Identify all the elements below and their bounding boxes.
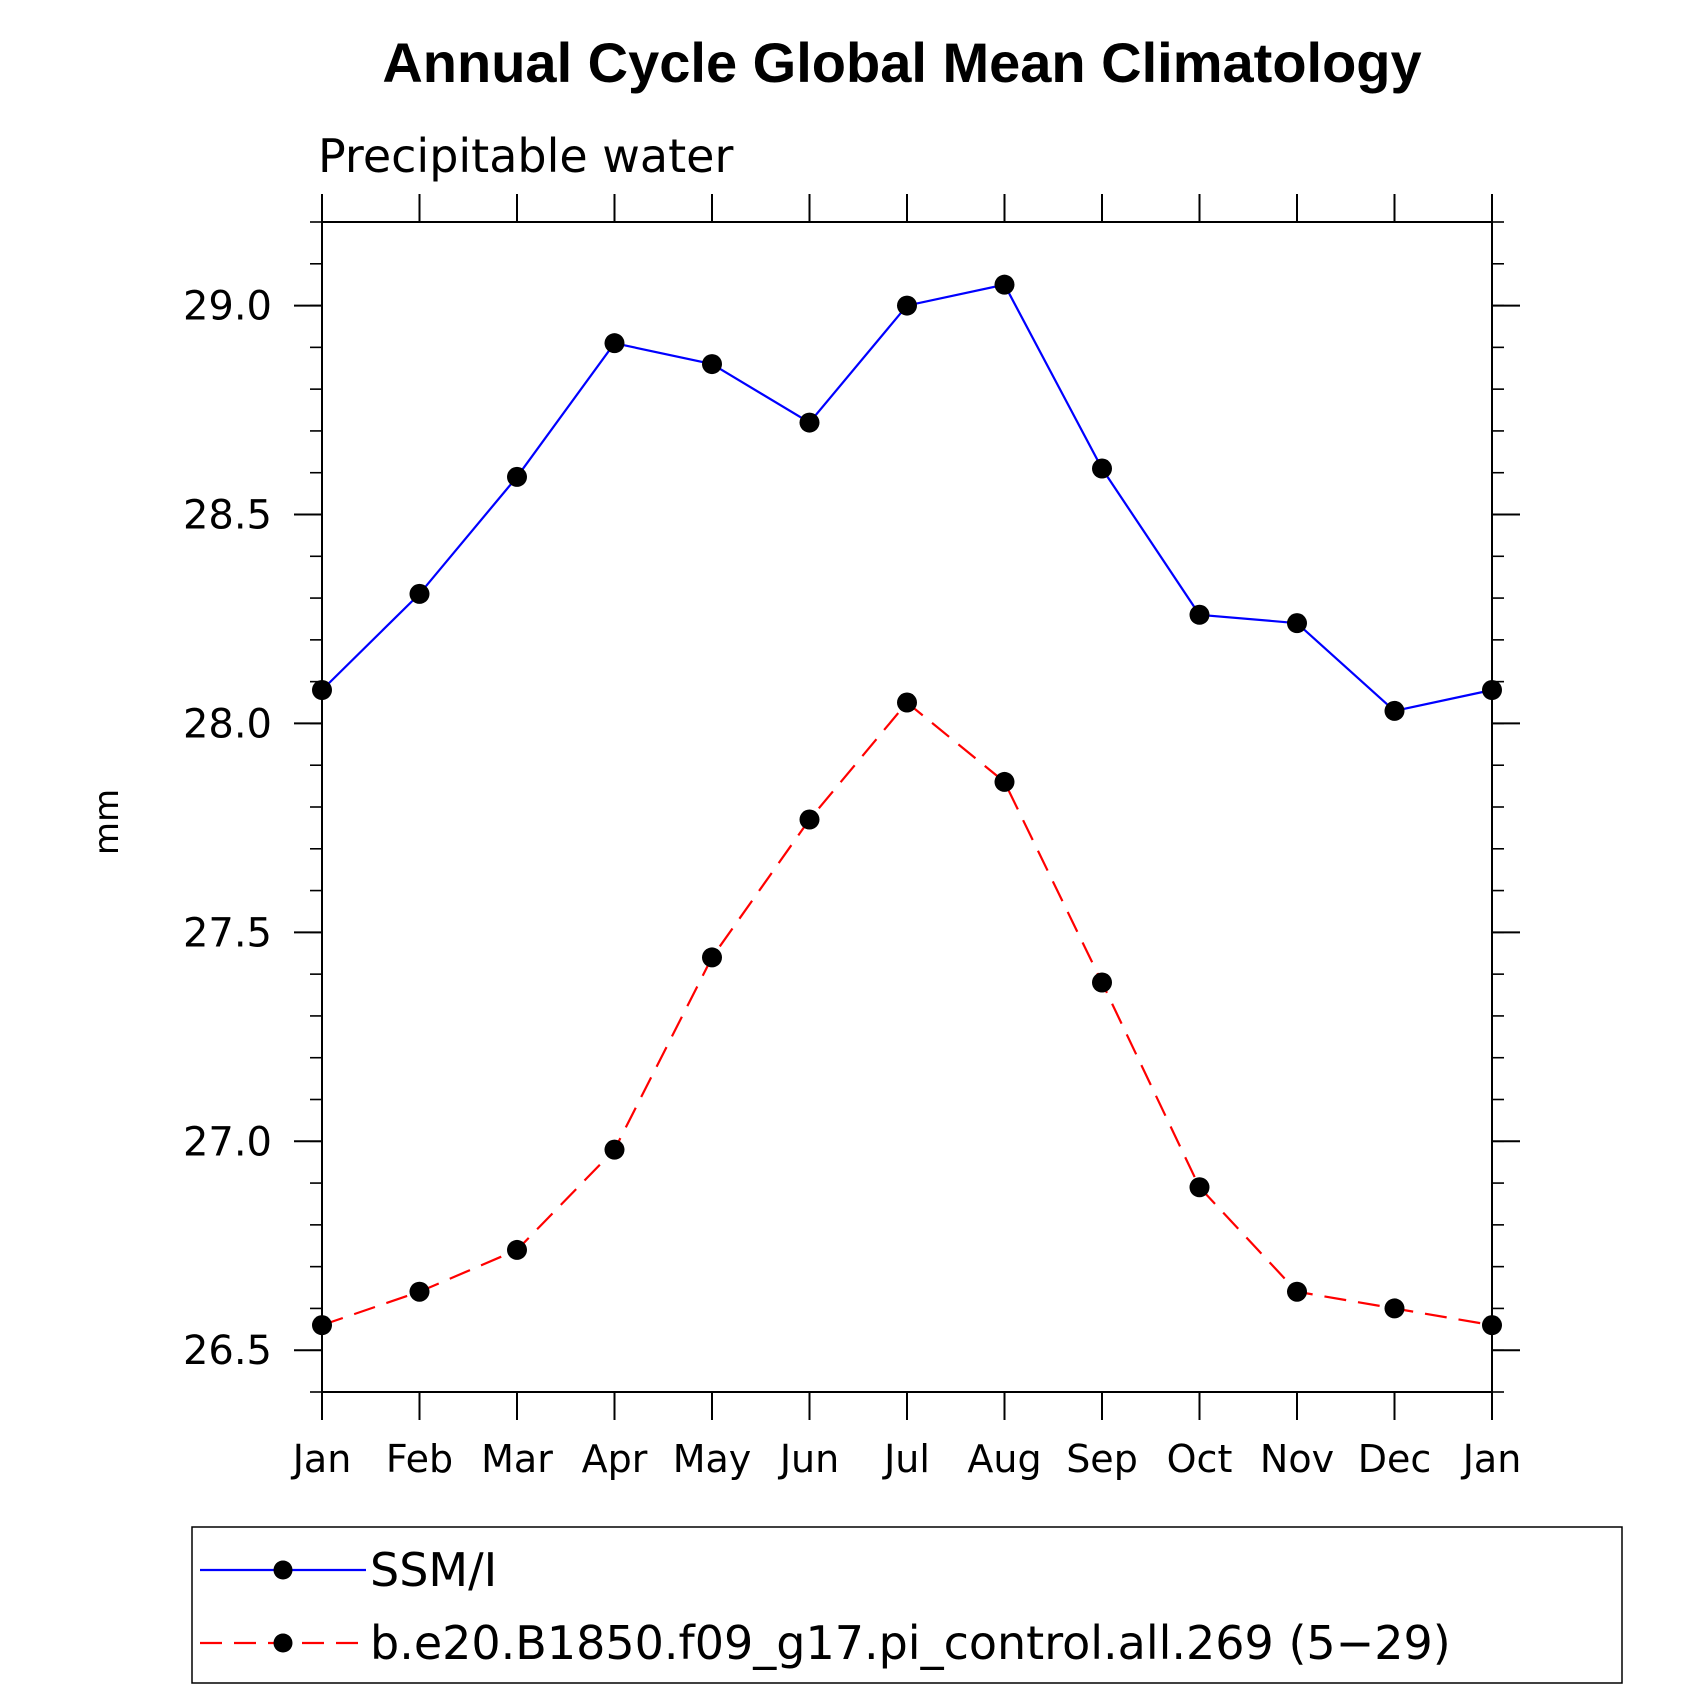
x-tick-label: Jun xyxy=(778,1437,839,1481)
chart-subtitle: Precipitable water xyxy=(318,129,733,183)
legend-marker-model xyxy=(273,1633,293,1653)
x-tick-label: May xyxy=(673,1437,752,1481)
y-tick-label: 27.5 xyxy=(183,910,272,956)
series-1-point xyxy=(1189,1177,1210,1198)
series-lines xyxy=(321,283,1493,1327)
series-0-point xyxy=(507,466,527,487)
legend-label-ssmi: SSM/I xyxy=(370,1543,497,1597)
series-0-point xyxy=(409,583,430,604)
series-0-point xyxy=(702,354,722,375)
series-line-1 xyxy=(321,700,1493,1327)
series-1-point xyxy=(1287,1281,1307,1302)
x-tick-label: Sep xyxy=(1066,1437,1138,1481)
series-0-point xyxy=(1189,604,1210,625)
series-0-point xyxy=(312,680,332,700)
series-0-point xyxy=(1092,458,1112,479)
x-tick-labels: Jan Feb Mar Apr May Jun Jul Aug Sep Oct Nov Dec Jan xyxy=(291,1437,1522,1481)
chart-title: Annual Cycle Global Mean Climatology xyxy=(382,31,1421,94)
legend-marker-ssmi xyxy=(273,1560,293,1580)
series-1-point xyxy=(1482,1315,1502,1336)
y-tick-label: 28.5 xyxy=(183,493,272,539)
plot-frame xyxy=(321,221,1493,1393)
axis-ticks xyxy=(294,194,1520,1420)
x-tick-label: Aug xyxy=(967,1437,1041,1481)
series-0-point xyxy=(897,295,917,316)
x-tick-label: Dec xyxy=(1358,1437,1432,1481)
x-tick-label: Jan xyxy=(291,1437,352,1481)
series-1-point xyxy=(702,947,722,968)
series-1-point xyxy=(1092,972,1112,993)
series-1-point xyxy=(507,1239,527,1260)
y-tick-label: 26.5 xyxy=(183,1328,272,1374)
y-tick-labels: 26.5 27.0 27.5 28.0 28.5 29.0 xyxy=(183,284,272,1375)
y-tick-label: 27.0 xyxy=(183,1119,272,1165)
series-0-point xyxy=(799,412,820,433)
series-line-0 xyxy=(321,283,1493,713)
series-1-point xyxy=(799,809,820,830)
series-0-point xyxy=(1482,680,1502,700)
y-tick-label: 29.0 xyxy=(183,284,272,330)
legend: SSM/I b.e20.B1850.f09_g17.pi_control.all… xyxy=(191,1526,1623,1684)
x-tick-label: Feb xyxy=(386,1437,453,1481)
series-1-point xyxy=(312,1315,332,1336)
series-1-point xyxy=(409,1281,430,1302)
series-markers xyxy=(312,274,1502,1336)
legend-box xyxy=(191,1526,1623,1684)
legend-label-model: b.e20.B1850.f09_g17.pi_control.all.269 (… xyxy=(370,1616,1451,1670)
x-tick-label: Mar xyxy=(481,1437,553,1481)
x-tick-label: Nov xyxy=(1260,1437,1334,1481)
x-tick-label: Apr xyxy=(582,1437,648,1481)
series-1-point xyxy=(897,692,917,713)
y-tick-label: 28.0 xyxy=(183,701,272,747)
x-tick-label: Oct xyxy=(1167,1437,1233,1481)
series-1-point xyxy=(604,1139,625,1160)
y-axis-label: mm xyxy=(87,789,127,855)
series-0-point xyxy=(604,333,625,354)
series-0-point xyxy=(994,274,1015,295)
x-tick-label: Jul xyxy=(882,1437,930,1481)
series-0-point xyxy=(1384,700,1405,721)
series-1-point xyxy=(994,771,1015,792)
x-tick-label: Jan xyxy=(1461,1437,1522,1481)
series-1-point xyxy=(1384,1298,1405,1319)
series-0-point xyxy=(1287,613,1307,634)
